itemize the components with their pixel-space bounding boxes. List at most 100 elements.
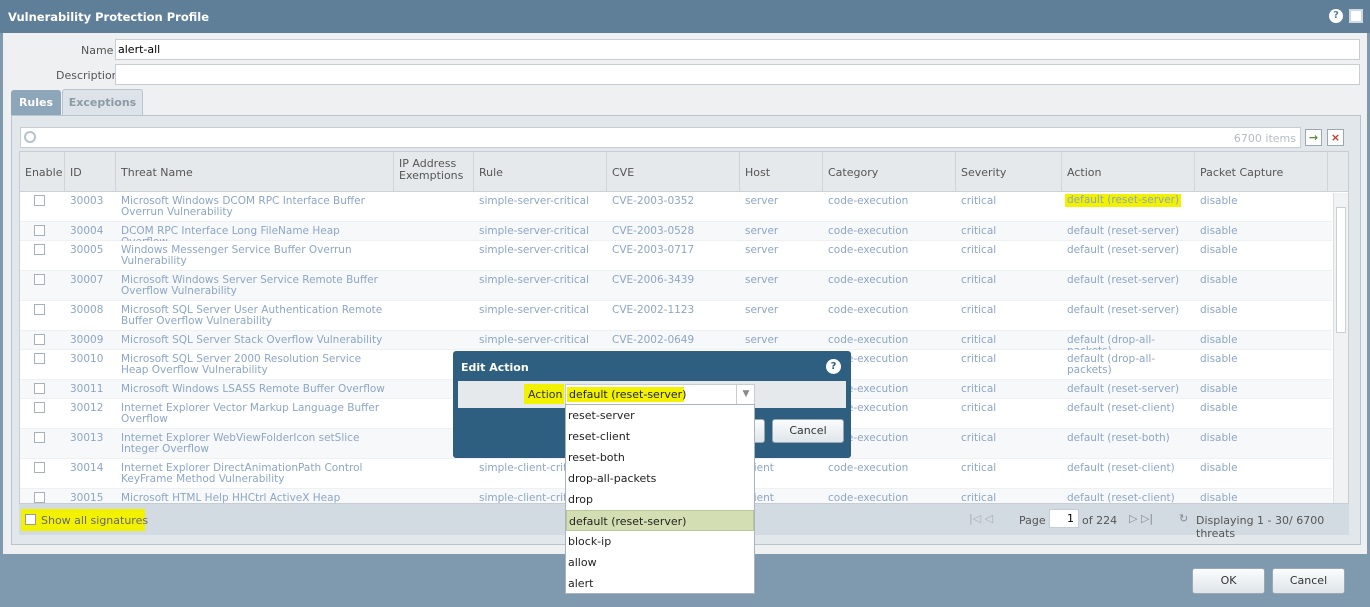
enable-checkbox[interactable] bbox=[34, 432, 45, 443]
tab-rules[interactable]: Rules bbox=[11, 90, 61, 116]
page-value: 1 bbox=[1067, 512, 1074, 525]
enable-checkbox[interactable] bbox=[34, 195, 45, 206]
cancel-button[interactable]: Cancel bbox=[1272, 568, 1345, 594]
table-cell: CVE-2003-0717 bbox=[612, 244, 695, 256]
table-cell: critical bbox=[961, 492, 997, 504]
column-header[interactable]: Threat Name bbox=[116, 152, 394, 192]
column-header[interactable]: ID bbox=[65, 152, 116, 192]
apply-filter[interactable]: → bbox=[1305, 129, 1322, 146]
table-row[interactable]: 30012 Internet Explorer Vector Markup Lan… bbox=[20, 399, 1332, 429]
dialog-title: Edit Action bbox=[461, 361, 529, 374]
description-input[interactable] bbox=[115, 64, 1360, 85]
column-header[interactable]: IP Address Exemptions bbox=[394, 152, 474, 192]
table-cell: server bbox=[745, 244, 779, 256]
dropdown-option[interactable]: drop bbox=[568, 493, 593, 506]
table-cell: critical bbox=[961, 402, 997, 414]
enable-checkbox[interactable] bbox=[34, 274, 45, 285]
table-cell: critical bbox=[961, 274, 997, 286]
table-row[interactable]: 30007 Microsoft Windows Server Service Re… bbox=[20, 271, 1332, 301]
ok-button[interactable]: OK bbox=[1192, 568, 1265, 594]
table-row[interactable]: 30004 DCOM RPC Interface Long FileName He… bbox=[20, 222, 1332, 248]
maximize-icon[interactable] bbox=[1349, 9, 1363, 23]
column-header[interactable]: Rule bbox=[474, 152, 607, 192]
column-header-label: Severity bbox=[961, 166, 1007, 179]
enable-checkbox[interactable] bbox=[34, 244, 45, 255]
enable-checkbox[interactable] bbox=[34, 334, 45, 345]
enable-checkbox[interactable] bbox=[34, 304, 45, 315]
table-cell: 30003 bbox=[70, 195, 104, 207]
show-all-checkbox[interactable] bbox=[25, 514, 36, 525]
table-cell: default (reset-both) bbox=[1067, 432, 1170, 444]
dropdown-option[interactable]: reset-both bbox=[568, 451, 625, 464]
column-header[interactable]: CVE bbox=[607, 152, 740, 192]
dialog-help[interactable]: ? bbox=[826, 359, 841, 374]
table-cell: critical bbox=[961, 244, 997, 256]
table-cell: code-execution bbox=[828, 244, 909, 256]
table-cell: simple-server-critical bbox=[479, 304, 589, 316]
dropdown-option[interactable]: default (reset-server) bbox=[566, 510, 754, 531]
table-row[interactable]: 30003 Microsoft Windows DCOM RPC Interfac… bbox=[20, 192, 1332, 222]
column-header[interactable]: Host bbox=[740, 152, 823, 192]
scrollbar[interactable] bbox=[1333, 193, 1348, 503]
enable-checkbox[interactable] bbox=[34, 462, 45, 473]
name-label: Name bbox=[81, 44, 114, 57]
enable-checkbox[interactable] bbox=[34, 492, 45, 503]
table-cell: Internet Explorer DirectAnimationPath Co… bbox=[121, 462, 363, 485]
table-cell: code-execution bbox=[828, 402, 909, 414]
dropdown-option[interactable]: block-ip bbox=[568, 535, 612, 548]
table-cell: 30008 bbox=[70, 304, 104, 316]
highlight bbox=[524, 384, 564, 404]
column-header-label: Host bbox=[745, 166, 771, 179]
dropdown-option[interactable]: alert bbox=[568, 577, 594, 590]
dialog-form: Action default (reset-server) ▼ bbox=[458, 381, 846, 408]
description-label: Description bbox=[56, 69, 119, 82]
column-header[interactable]: Category bbox=[823, 152, 956, 192]
column-header-label: Action bbox=[1067, 166, 1102, 179]
table-cell: CVE-2006-3439 bbox=[612, 274, 695, 286]
column-header[interactable]: Action bbox=[1062, 152, 1195, 192]
enable-checkbox[interactable] bbox=[34, 225, 45, 236]
column-header[interactable]: Severity bbox=[956, 152, 1062, 192]
dropdown-option[interactable]: drop-all-packets bbox=[568, 472, 657, 485]
page-input[interactable]: 1 bbox=[1049, 509, 1079, 528]
show-all-label[interactable]: Show all signatures bbox=[41, 514, 149, 527]
title-bar: Vulnerability Protection Profile ? bbox=[0, 0, 1370, 33]
dialog-cancel-button[interactable]: Cancel bbox=[772, 419, 844, 443]
scroll-thumb[interactable] bbox=[1336, 207, 1346, 333]
name-input[interactable]: alert-all bbox=[115, 39, 1360, 60]
search-box[interactable]: 6700 items bbox=[20, 127, 1301, 148]
table-cell: disable bbox=[1200, 195, 1238, 207]
table-row[interactable]: 30008 Microsoft SQL Server User Authentic… bbox=[20, 301, 1332, 331]
table-cell: default (reset-client) bbox=[1067, 492, 1175, 504]
column-header-label: Category bbox=[828, 166, 879, 179]
table-cell: 30015 bbox=[70, 492, 104, 504]
table-cell: simple-server-critical bbox=[479, 195, 589, 207]
enable-checkbox[interactable] bbox=[34, 402, 45, 413]
page-of: of 224 bbox=[1082, 514, 1118, 527]
table-row[interactable]: 30005 Windows Messenger Service Buffer Ov… bbox=[20, 241, 1332, 271]
pager-next[interactable]: ▷ ▷| bbox=[1129, 512, 1154, 525]
clear-filter[interactable]: × bbox=[1327, 129, 1344, 146]
column-header[interactable]: Packet Capture bbox=[1195, 152, 1328, 192]
action-value: default (reset-server) bbox=[569, 388, 687, 401]
pager-first[interactable]: |◁ ◁ bbox=[969, 512, 994, 525]
column-header[interactable]: Enable bbox=[20, 152, 65, 192]
enable-checkbox[interactable] bbox=[34, 353, 45, 364]
help-icon[interactable]: ? bbox=[1329, 9, 1343, 23]
table-cell: code-execution bbox=[828, 462, 909, 474]
table-row[interactable]: 30009 Microsoft SQL Server Stack Overflow… bbox=[20, 331, 1332, 357]
action-select[interactable]: default (reset-server) ▼ bbox=[565, 384, 755, 405]
select-arrow[interactable]: ▼ bbox=[736, 385, 755, 404]
table-cell: server bbox=[745, 274, 779, 286]
table-cell: Microsoft HTML Help HHCtrl ActiveX Heap … bbox=[121, 492, 341, 504]
table-cell: disable bbox=[1200, 334, 1238, 346]
refresh[interactable]: ↻ bbox=[1179, 512, 1189, 525]
table-cell: 30009 bbox=[70, 334, 104, 346]
tab-exceptions[interactable]: Exceptions bbox=[62, 89, 143, 116]
table-cell: 30014 bbox=[70, 462, 104, 474]
dropdown-option[interactable]: reset-client bbox=[568, 430, 631, 443]
table-cell: disable bbox=[1200, 462, 1238, 474]
enable-checkbox[interactable] bbox=[34, 383, 45, 394]
dropdown-option[interactable]: allow bbox=[568, 556, 597, 569]
dropdown-option[interactable]: reset-server bbox=[568, 409, 635, 422]
